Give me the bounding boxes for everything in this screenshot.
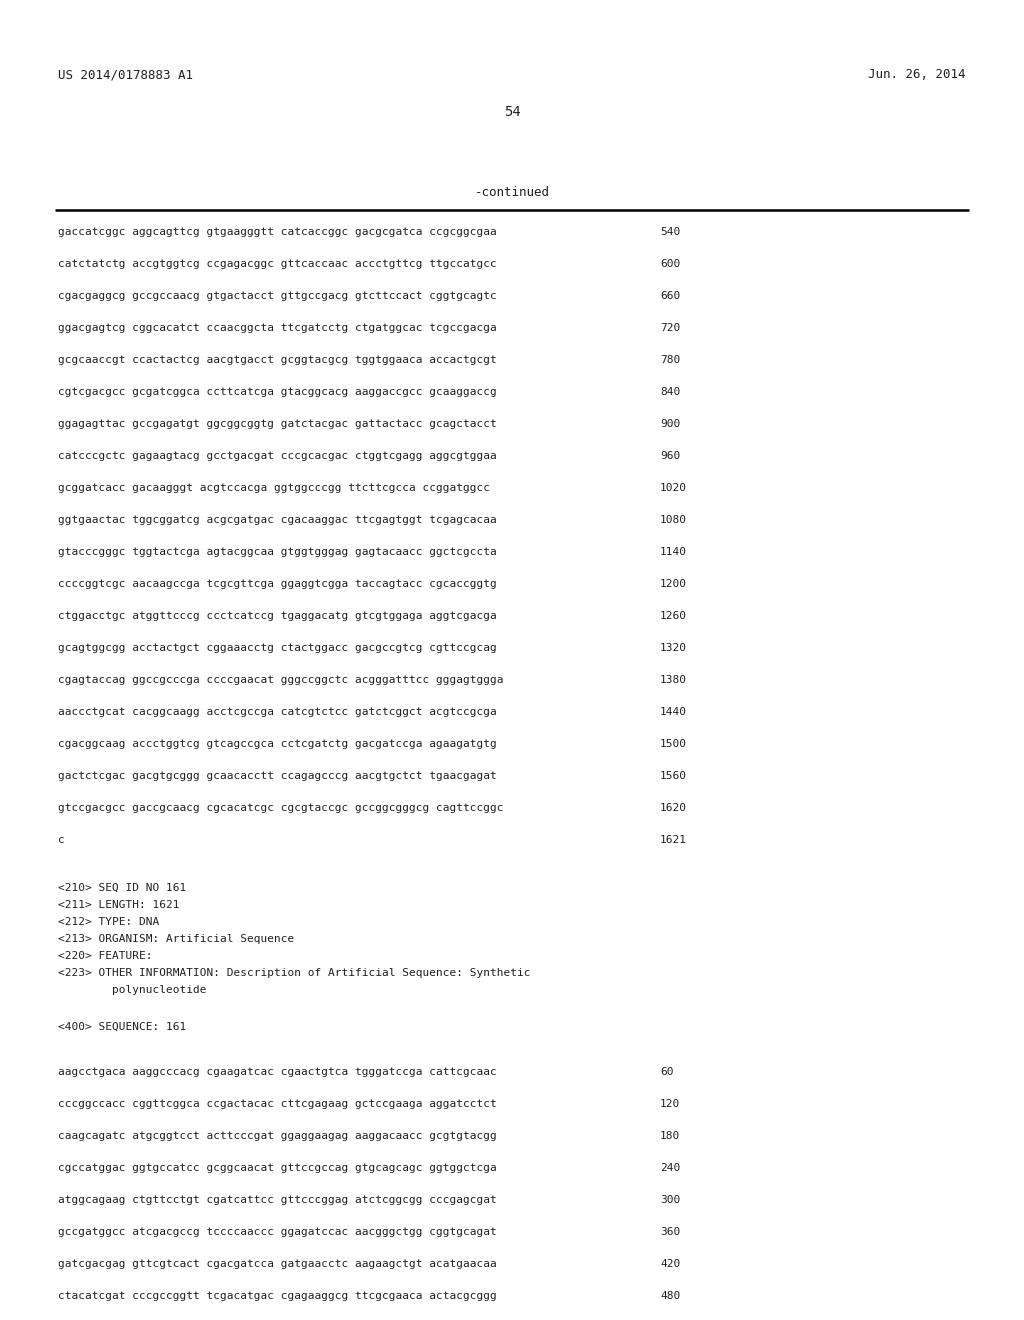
Text: 1440: 1440 [660, 708, 687, 717]
Text: aagcctgaca aaggcccacg cgaagatcac cgaactgtca tgggatccga cattcgcaac: aagcctgaca aaggcccacg cgaagatcac cgaactg… [58, 1067, 497, 1077]
Text: gtccgacgcc gaccgcaacg cgcacatcgc cgcgtaccgc gccggcgggcg cagttccggc: gtccgacgcc gaccgcaacg cgcacatcgc cgcgtac… [58, 803, 504, 813]
Text: cgacgaggcg gccgccaacg gtgactacct gttgccgacg gtcttccact cggtgcagtc: cgacgaggcg gccgccaacg gtgactacct gttgccg… [58, 290, 497, 301]
Text: gatcgacgag gttcgtcact cgacgatcca gatgaacctc aagaagctgt acatgaacaa: gatcgacgag gttcgtcact cgacgatcca gatgaac… [58, 1259, 497, 1269]
Text: 960: 960 [660, 451, 680, 461]
Text: <212> TYPE: DNA: <212> TYPE: DNA [58, 917, 160, 927]
Text: gccgatggcc atcgacgccg tccccaaccc ggagatccac aacgggctgg cggtgcagat: gccgatggcc atcgacgccg tccccaaccc ggagatc… [58, 1228, 497, 1237]
Text: 420: 420 [660, 1259, 680, 1269]
Text: 60: 60 [660, 1067, 674, 1077]
Text: 540: 540 [660, 227, 680, 238]
Text: ctggacctgc atggttcccg ccctcatccg tgaggacatg gtcgtggaga aggtcgacga: ctggacctgc atggttcccg ccctcatccg tgaggac… [58, 611, 497, 620]
Text: gcggatcacc gacaagggt acgtccacga ggtggcccgg ttcttcgcca ccggatggcc: gcggatcacc gacaagggt acgtccacga ggtggccc… [58, 483, 490, 492]
Text: 1380: 1380 [660, 675, 687, 685]
Text: polynucleotide: polynucleotide [58, 985, 207, 995]
Text: 240: 240 [660, 1163, 680, 1173]
Text: caagcagatc atgcggtcct acttcccgat ggaggaagag aaggacaacc gcgtgtacgg: caagcagatc atgcggtcct acttcccgat ggaggaa… [58, 1131, 497, 1140]
Text: <213> ORGANISM: Artificial Sequence: <213> ORGANISM: Artificial Sequence [58, 935, 294, 944]
Text: 1560: 1560 [660, 771, 687, 781]
Text: 1080: 1080 [660, 515, 687, 525]
Text: Jun. 26, 2014: Jun. 26, 2014 [868, 69, 966, 82]
Text: 1140: 1140 [660, 546, 687, 557]
Text: 1621: 1621 [660, 836, 687, 845]
Text: cgccatggac ggtgccatcc gcggcaacat gttccgccag gtgcagcagc ggtggctcga: cgccatggac ggtgccatcc gcggcaacat gttccgc… [58, 1163, 497, 1173]
Text: 180: 180 [660, 1131, 680, 1140]
Text: 840: 840 [660, 387, 680, 397]
Text: ggacgagtcg cggcacatct ccaacggcta ttcgatcctg ctgatggcac tcgccgacga: ggacgagtcg cggcacatct ccaacggcta ttcgatc… [58, 323, 497, 333]
Text: <211> LENGTH: 1621: <211> LENGTH: 1621 [58, 900, 179, 909]
Text: <220> FEATURE:: <220> FEATURE: [58, 950, 153, 961]
Text: ggtgaactac tggcggatcg acgcgatgac cgacaaggac ttcgagtggt tcgagcacaa: ggtgaactac tggcggatcg acgcgatgac cgacaag… [58, 515, 497, 525]
Text: 900: 900 [660, 418, 680, 429]
Text: cgtcgacgcc gcgatcggca ccttcatcga gtacggcacg aaggaccgcc gcaaggaccg: cgtcgacgcc gcgatcggca ccttcatcga gtacggc… [58, 387, 497, 397]
Text: ggagagttac gccgagatgt ggcggcggtg gatctacgac gattactacc gcagctacct: ggagagttac gccgagatgt ggcggcggtg gatctac… [58, 418, 497, 429]
Text: 120: 120 [660, 1100, 680, 1109]
Text: 480: 480 [660, 1291, 680, 1302]
Text: 1320: 1320 [660, 643, 687, 653]
Text: gtacccgggc tggtactcga agtacggcaa gtggtgggag gagtacaacc ggctcgccta: gtacccgggc tggtactcga agtacggcaa gtggtgg… [58, 546, 497, 557]
Text: 1500: 1500 [660, 739, 687, 748]
Text: cgagtaccag ggccgcccga ccccgaacat gggccggctc acgggatttcc gggagtggga: cgagtaccag ggccgcccga ccccgaacat gggccgg… [58, 675, 504, 685]
Text: 720: 720 [660, 323, 680, 333]
Text: catctatctg accgtggtcg ccgagacggc gttcaccaac accctgttcg ttgccatgcc: catctatctg accgtggtcg ccgagacggc gttcacc… [58, 259, 497, 269]
Text: ctacatcgat cccgccggtt tcgacatgac cgagaaggcg ttcgcgaaca actacgcggg: ctacatcgat cccgccggtt tcgacatgac cgagaag… [58, 1291, 497, 1302]
Text: gaccatcggc aggcagttcg gtgaagggtt catcaccggc gacgcgatca ccgcggcgaa: gaccatcggc aggcagttcg gtgaagggtt catcacc… [58, 227, 497, 238]
Text: 660: 660 [660, 290, 680, 301]
Text: gcgcaaccgt ccactactcg aacgtgacct gcggtacgcg tggtggaaca accactgcgt: gcgcaaccgt ccactactcg aacgtgacct gcggtac… [58, 355, 497, 366]
Text: 1620: 1620 [660, 803, 687, 813]
Text: aaccctgcat cacggcaagg acctcgccga catcgtctcc gatctcggct acgtccgcga: aaccctgcat cacggcaagg acctcgccga catcgtc… [58, 708, 497, 717]
Text: 54: 54 [504, 106, 520, 119]
Text: <400> SEQUENCE: 161: <400> SEQUENCE: 161 [58, 1022, 186, 1032]
Text: <210> SEQ ID NO 161: <210> SEQ ID NO 161 [58, 883, 186, 894]
Text: <223> OTHER INFORMATION: Description of Artificial Sequence: Synthetic: <223> OTHER INFORMATION: Description of … [58, 968, 530, 978]
Text: gcagtggcgg acctactgct cggaaacctg ctactggacc gacgccgtcg cgttccgcag: gcagtggcgg acctactgct cggaaacctg ctactgg… [58, 643, 497, 653]
Text: ccccggtcgc aacaagccga tcgcgttcga ggaggtcgga taccagtacc cgcaccggtg: ccccggtcgc aacaagccga tcgcgttcga ggaggtc… [58, 579, 497, 589]
Text: US 2014/0178883 A1: US 2014/0178883 A1 [58, 69, 193, 82]
Text: 600: 600 [660, 259, 680, 269]
Text: -continued: -continued [474, 186, 550, 199]
Text: c: c [58, 836, 65, 845]
Text: 300: 300 [660, 1195, 680, 1205]
Text: atggcagaag ctgttcctgt cgatcattcc gttcccggag atctcggcgg cccgagcgat: atggcagaag ctgttcctgt cgatcattcc gttcccg… [58, 1195, 497, 1205]
Text: catcccgctc gagaagtacg gcctgacgat cccgcacgac ctggtcgagg aggcgtggaa: catcccgctc gagaagtacg gcctgacgat cccgcac… [58, 451, 497, 461]
Text: 1200: 1200 [660, 579, 687, 589]
Text: cgacggcaag accctggtcg gtcagccgca cctcgatctg gacgatccga agaagatgtg: cgacggcaag accctggtcg gtcagccgca cctcgat… [58, 739, 497, 748]
Text: 1260: 1260 [660, 611, 687, 620]
Text: 780: 780 [660, 355, 680, 366]
Text: gactctcgac gacgtgcggg gcaacacctt ccagagcccg aacgtgctct tgaacgagat: gactctcgac gacgtgcggg gcaacacctt ccagagc… [58, 771, 497, 781]
Text: cccggccacc cggttcggca ccgactacac cttcgagaag gctccgaaga aggatcctct: cccggccacc cggttcggca ccgactacac cttcgag… [58, 1100, 497, 1109]
Text: 360: 360 [660, 1228, 680, 1237]
Text: 1020: 1020 [660, 483, 687, 492]
